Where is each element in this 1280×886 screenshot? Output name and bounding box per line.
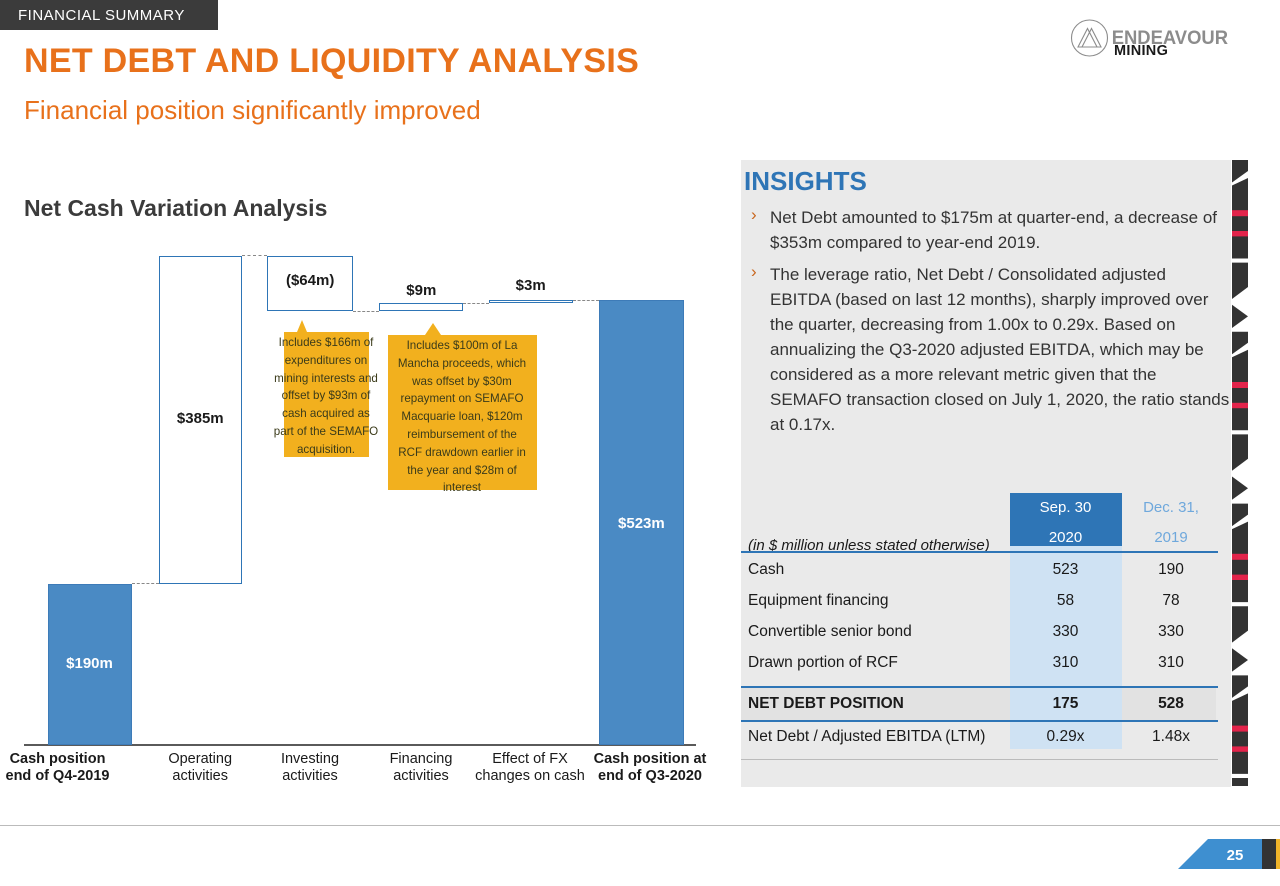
svg-text:MINING: MINING	[1114, 43, 1168, 58]
svg-text:25: 25	[1227, 847, 1244, 864]
